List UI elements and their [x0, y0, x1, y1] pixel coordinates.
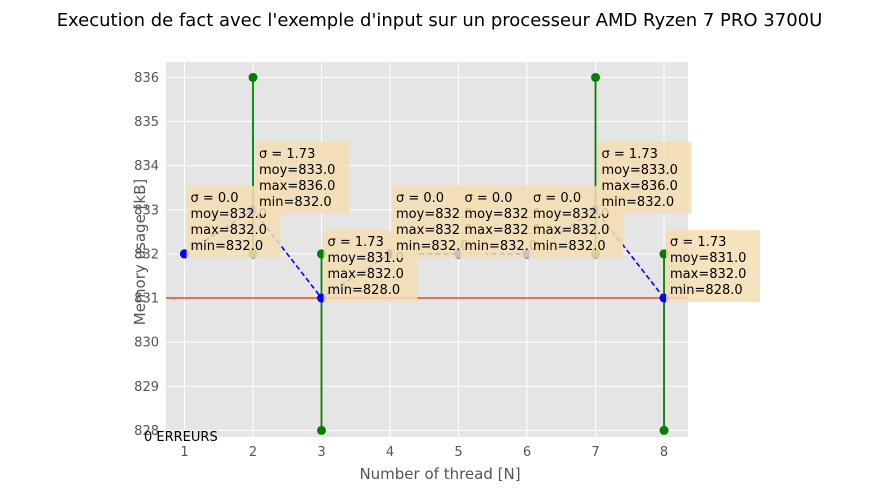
annotation-text: moy=832.0: [190, 207, 266, 222]
annotation-text: min=828.0: [670, 283, 743, 298]
annotation-text: min=828.0: [328, 283, 401, 298]
chart-title: Execution de fact avec l'exemple d'input…: [57, 10, 823, 31]
annotation-text: min=832.0: [259, 195, 332, 210]
y-tick-labels: 828 829 830 831 832 833 834 835 836: [134, 71, 159, 439]
x-tick-label: 8: [660, 445, 668, 460]
annotation-text: σ = 1.73: [328, 235, 384, 250]
error-count-note: 0 ERREURS: [144, 430, 218, 445]
annotation-text: max=832.0: [190, 223, 266, 238]
annotation-text: moy=833.0: [259, 163, 335, 178]
annotation-text: σ = 1.73: [602, 147, 658, 162]
annotation-text: σ = 0.0: [190, 191, 238, 206]
annotation-text: min=832.0: [602, 195, 675, 210]
annotation-text: max=832.0: [396, 223, 472, 238]
run-point: [317, 425, 327, 435]
annotation-text: σ = 0.0: [396, 191, 444, 206]
x-tick-label: 1: [180, 445, 188, 460]
annotation-text: min=832.0: [190, 239, 263, 254]
x-tick-label: 6: [523, 445, 531, 460]
annotation-text: max=836.0: [259, 179, 335, 194]
y-tick-label: 830: [134, 336, 159, 351]
x-tick-label: 2: [249, 445, 257, 460]
annotation-text: moy=833.0: [602, 163, 678, 178]
run-point: [591, 72, 601, 82]
y-tick-label: 835: [134, 115, 159, 130]
y-tick-label: 828: [134, 424, 159, 439]
annotation-text: max=832.0: [328, 267, 404, 282]
y-tick-label: 829: [134, 380, 159, 395]
annotation-text: max=832.0: [533, 223, 609, 238]
annotation-text: moy=831.0: [670, 251, 746, 266]
run-point: [248, 72, 258, 82]
annotation-text: max=836.0: [602, 179, 678, 194]
y-tick-label: 831: [134, 292, 159, 307]
x-tick-label: 5: [454, 445, 462, 460]
annotation-text: max=832.0: [670, 267, 746, 282]
x-tick-label: 7: [591, 445, 599, 460]
annotation-box: [597, 141, 692, 214]
y-axis-label: Memory usage [kB]: [131, 179, 149, 325]
y-tick-label: 833: [134, 203, 159, 218]
annotation-text: σ = 0.0: [533, 191, 581, 206]
annotation-box: [666, 230, 761, 303]
annotation-text: moy=832.0: [533, 207, 609, 222]
annotation-text: min=832.0: [396, 239, 469, 254]
annotation-text: min=832.0: [465, 239, 538, 254]
annotation-text: σ = 1.73: [259, 147, 315, 162]
annotation-text: moy=832.0: [465, 207, 541, 222]
annotation-text: σ = 0.0: [465, 191, 513, 206]
annotation-text: moy=831.0: [328, 251, 404, 266]
run-point: [659, 425, 669, 435]
y-tick-label: 836: [134, 71, 159, 86]
y-tick-label: 834: [134, 159, 159, 174]
annotation-text: max=832.0: [465, 223, 541, 238]
annotation-text: moy=832.0: [396, 207, 472, 222]
annotation-text: min=832.0: [533, 239, 606, 254]
annotation-text: σ = 1.73: [670, 235, 726, 250]
y-tick-label: 832: [134, 247, 159, 262]
x-tick-label: 4: [386, 445, 394, 460]
x-axis-label: Number of thread [N]: [359, 465, 520, 483]
annotation-box: [255, 141, 349, 214]
x-tick-label: 3: [317, 445, 325, 460]
x-tick-labels: 1 2 3 4 5 6 7 8: [180, 445, 668, 460]
